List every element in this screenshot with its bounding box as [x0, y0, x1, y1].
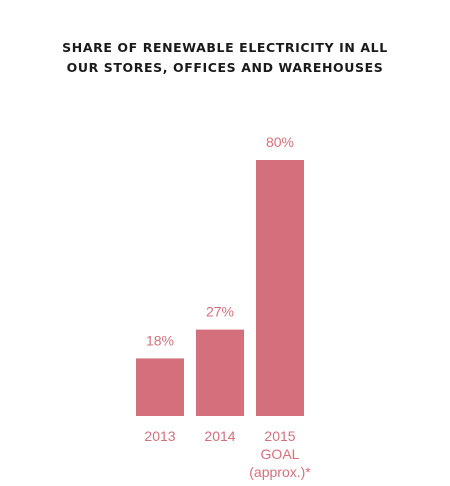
- category-label-2-1: GOAL: [261, 446, 300, 462]
- category-label-2-0: 2015: [264, 428, 295, 444]
- chart-title-line-1: SHARE OF RENEWABLE ELECTRICITY IN ALL: [62, 40, 388, 55]
- category-label-0-0: 2013: [144, 428, 175, 444]
- category-label-1-0: 2014: [204, 428, 235, 444]
- bar-1: [196, 329, 244, 416]
- bar-0: [136, 358, 184, 416]
- bar-2: [256, 160, 304, 416]
- chart-title-line-2: OUR STORES, OFFICES AND WAREHOUSES: [66, 60, 384, 75]
- value-label-2: 80%: [266, 134, 294, 150]
- value-label-0: 18%: [146, 332, 174, 348]
- category-label-2-2: (approx.)*: [249, 464, 311, 480]
- value-label-1: 27%: [206, 304, 234, 320]
- chart-title: SHARE OF RENEWABLE ELECTRICITY IN ALL OU…: [0, 38, 450, 78]
